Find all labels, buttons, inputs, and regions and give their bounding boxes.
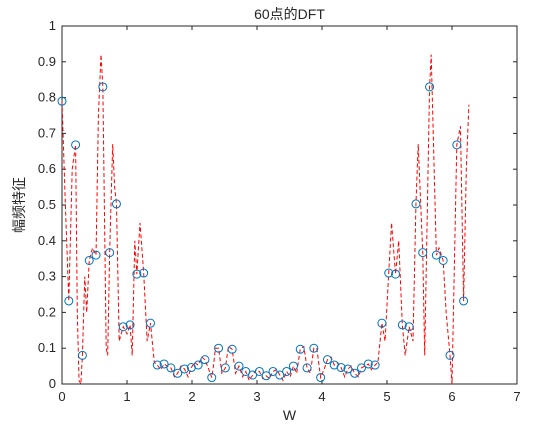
data-point-circle [139,268,149,278]
data-point-circle [322,355,332,365]
data-point-circle [234,361,244,371]
data-point-circle [438,255,448,265]
data-point-circle [391,269,401,279]
data-point-circle [268,366,278,376]
data-point-circle [248,370,258,380]
x-axis-label: W [283,407,297,423]
y-tick-label: 0 [49,376,56,391]
data-point-circle [404,322,414,332]
data-point-circle [384,268,394,278]
data-point-circle [302,363,312,373]
data-point-circle [377,318,387,328]
y-tick-label: 0.3 [38,269,56,284]
data-point-circle [445,350,455,360]
data-point-circle [125,320,135,330]
data-point-circle [180,364,190,374]
y-tick-label: 0.8 [38,90,56,105]
dashed-line-series [61,54,470,386]
data-point-circle [282,366,292,376]
data-point-circle [316,373,326,383]
y-tick-label: 1 [49,18,56,33]
data-point-circle [145,318,155,328]
data-point-circle [431,250,441,260]
x-tick-label: 6 [448,389,455,404]
y-tick-label: 0.7 [38,125,56,140]
y-axis-label: 幅频特征 [12,177,28,233]
data-point-circle [370,360,380,370]
y-tick-label: 0.5 [38,197,56,212]
x-tick-label: 0 [58,389,65,404]
chart-title: 60点的DFT [254,6,325,22]
data-point-circle [309,343,319,353]
data-point-circle [363,359,373,369]
y-tick-label: 0.4 [38,233,56,248]
data-point-circle [71,140,81,150]
data-point-circle [132,269,142,279]
data-point-circle [357,363,366,373]
data-point-circle [288,361,298,371]
data-point-circle [418,248,428,258]
data-point-circle [411,199,421,209]
data-point-circle [166,363,176,373]
data-point-circle [452,140,462,150]
y-tick-label: 0.1 [38,340,56,355]
data-point-circle [425,82,435,92]
data-point-circle [200,355,210,365]
x-tick-label: 7 [513,389,520,404]
data-point-circle [275,370,285,380]
data-point-circle [350,368,360,378]
data-point-circle [111,199,121,209]
x-tick-label: 4 [318,389,325,404]
data-point-circle [91,250,101,260]
x-tick-label: 1 [123,389,130,404]
data-point-circle [343,364,353,374]
y-tick-label: 0.6 [38,161,56,176]
data-point-circle [57,96,67,106]
x-axis-ticks: 0 1 2 3 4 5 6 7 [58,26,521,404]
data-point-circle [295,344,305,354]
data-point-circle [118,322,128,332]
x-tick-label: 2 [188,389,195,404]
data-point-circle [261,371,271,381]
data-point-circle [241,366,251,376]
data-point-circle [173,368,183,378]
data-point-circle [459,296,469,306]
x-tick-label: 5 [383,389,390,404]
data-point-circle [336,363,346,373]
data-point-circle [98,82,108,92]
data-point-circle [77,350,87,360]
axes-box [61,25,518,385]
data-point-circle [214,343,224,353]
data-point-circle [84,255,94,265]
data-point-circle [397,320,407,330]
data-point-circle [64,296,74,306]
y-tick-label: 0.2 [38,304,56,319]
data-point-circle [227,344,237,354]
series-layer [57,54,470,386]
data-point-circle [152,360,162,370]
data-point-circle [105,248,115,258]
data-point-circle [220,363,230,373]
data-point-circle [193,360,203,370]
y-axis-ticks: 0 0.1 0.2 0.3 0.4 0.5 0.6 0.7 0.8 0.9 1 [38,18,517,391]
y-tick-label: 0.9 [38,54,56,69]
plot-area: 0 0.1 0.2 0.3 0.4 0.5 0.6 0.7 0.8 0.9 1 0 1 2 3 4 5 6 7 [38,18,521,404]
data-point-circle [159,359,169,369]
data-point-circle [207,373,217,383]
data-point-circle [254,366,264,376]
x-tick-label: 3 [253,389,260,404]
